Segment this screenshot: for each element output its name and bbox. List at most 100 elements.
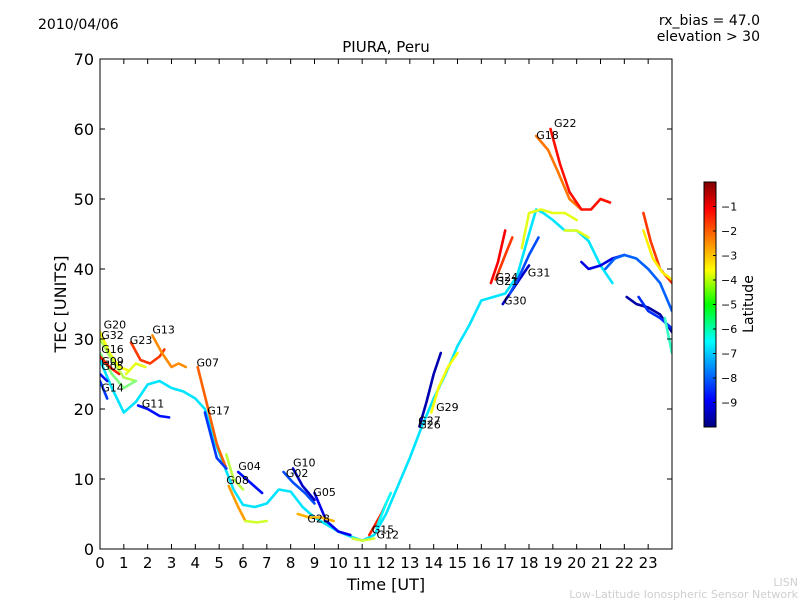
y-tick-label: 10 bbox=[74, 470, 94, 489]
x-axis-label: Time [UT] bbox=[346, 575, 425, 594]
x-tick-label: 6 bbox=[238, 554, 248, 572]
colorbar-tick-label: −5 bbox=[721, 299, 737, 312]
satellite-label: G15 bbox=[372, 524, 395, 537]
series-line-g29 bbox=[430, 351, 459, 414]
colorbar-label: Latitude bbox=[741, 275, 757, 333]
series-line-g24 bbox=[494, 236, 514, 281]
bias-info: rx_bias = 47.0 elevation > 30 bbox=[657, 13, 760, 45]
y-tick-label: 30 bbox=[74, 330, 94, 349]
series-line-main-envelope bbox=[100, 208, 614, 542]
series-line-g21 bbox=[489, 229, 507, 285]
satellite-label: G27 bbox=[418, 414, 441, 427]
elevation-label: elevation > 30 bbox=[656, 29, 760, 45]
satellite-label: G18 bbox=[536, 129, 559, 142]
satellite-label: G22 bbox=[554, 117, 577, 130]
series-line-g04 bbox=[236, 470, 264, 495]
colorbar: −1 −2 −3 −4 −5 −6 −7 −8 −9 Latitude bbox=[703, 181, 757, 428]
satellite-label: G32 bbox=[101, 329, 124, 342]
series-line-g10 bbox=[291, 467, 316, 502]
satellite-label: G28 bbox=[307, 512, 330, 525]
x-axis: 0 1 2 3 4 5 6 7 8 9 10 11 12 13 14 15 16 17 18 19 20 21 22 23 bbox=[95, 59, 658, 572]
satellite-label: G23 bbox=[130, 334, 153, 347]
series-line-tail-e bbox=[642, 229, 672, 281]
y-tick-label: 50 bbox=[74, 190, 94, 209]
x-tick-label: 13 bbox=[400, 554, 419, 572]
plot-frame bbox=[99, 58, 673, 550]
satellite-label: G21 bbox=[496, 275, 519, 288]
x-tick-label: 17 bbox=[496, 554, 515, 572]
x-tick-label: 20 bbox=[567, 554, 586, 572]
x-tick-label: 3 bbox=[167, 554, 177, 572]
x-tick-label: 19 bbox=[543, 554, 562, 572]
y-axis-label: TEC [UNITS] bbox=[51, 256, 70, 354]
series-line-tail-d bbox=[642, 211, 672, 285]
series-line-g28 bbox=[296, 512, 335, 523]
x-tick-label: 9 bbox=[310, 554, 320, 572]
series-line-g22b bbox=[520, 208, 578, 250]
series-line-g32 bbox=[100, 337, 138, 383]
series-line-g13 bbox=[151, 334, 188, 369]
satellite-label: G29 bbox=[436, 401, 459, 414]
series-line-g23b bbox=[124, 362, 147, 376]
series-line-g15 bbox=[351, 537, 376, 542]
series-line-tail-c bbox=[604, 253, 672, 313]
x-tick-label: 21 bbox=[591, 554, 610, 572]
series-line-g22 bbox=[549, 127, 612, 211]
satellite-label: G04 bbox=[238, 460, 261, 473]
satellite-label: G13 bbox=[152, 323, 175, 336]
x-tick-label: 14 bbox=[424, 554, 443, 572]
colorbar-tick-label: −9 bbox=[721, 397, 737, 410]
satellite-label: G26 bbox=[418, 419, 441, 432]
y-tick-label: 20 bbox=[74, 400, 94, 419]
satellite-label: G08 bbox=[226, 474, 249, 487]
satellite-label: G05 bbox=[101, 360, 124, 373]
series-line-g02 bbox=[282, 470, 316, 505]
rx-bias-label: rx_bias = 47.0 bbox=[658, 13, 760, 29]
colorbar-tick-label: −7 bbox=[721, 348, 737, 361]
colorbar-tick-label: −6 bbox=[721, 323, 737, 336]
y-tick-label: 0 bbox=[84, 540, 94, 559]
series-line-g20 bbox=[100, 330, 130, 372]
x-tick-label: 4 bbox=[191, 554, 201, 572]
series-line-g08 bbox=[225, 453, 245, 491]
x-tick-label: 22 bbox=[615, 554, 634, 572]
satellite-label: G30 bbox=[504, 295, 527, 308]
series-line-g17 bbox=[203, 411, 228, 470]
satellite-label: G14 bbox=[101, 382, 124, 395]
series-line-g23 bbox=[129, 341, 166, 365]
series-line-g08b bbox=[227, 484, 247, 523]
x-tick-label: 1 bbox=[119, 554, 129, 572]
x-tick-label: 11 bbox=[353, 554, 372, 572]
series-line-g31 bbox=[508, 236, 540, 295]
series-line-g05 bbox=[313, 491, 352, 537]
colorbar-ticks: −1 −2 −3 −4 −5 −6 −7 −8 −9 bbox=[713, 201, 737, 410]
series-line-tail-a bbox=[563, 229, 590, 239]
satellite-label: G07 bbox=[197, 356, 220, 369]
satellite-label: G02 bbox=[286, 467, 309, 480]
y-axis: 0 10 20 30 40 50 60 70 bbox=[74, 50, 672, 559]
series-line-tail-f bbox=[625, 295, 672, 334]
series-line-g11 bbox=[136, 404, 171, 419]
satellite-label: G09 bbox=[101, 355, 124, 368]
date-label: 2010/04/06 bbox=[38, 17, 119, 33]
series-line-g09 bbox=[100, 355, 121, 376]
satellite-label: G20 bbox=[104, 319, 127, 332]
series-labels: G20G32G16G09G05G14G23G13G11G07G17G04G08G… bbox=[101, 117, 576, 542]
x-tick-label: 18 bbox=[519, 554, 538, 572]
chart-title: PIURA, Peru bbox=[342, 38, 429, 56]
series-line-g04b bbox=[244, 519, 269, 524]
y-tick-label: 60 bbox=[74, 120, 94, 139]
colorbar-tick-label: −1 bbox=[721, 201, 737, 214]
x-tick-label: 7 bbox=[262, 554, 272, 572]
series-line-g07 bbox=[196, 365, 228, 470]
colorbar-tick-label: −3 bbox=[721, 250, 737, 263]
x-tick-label: 5 bbox=[214, 554, 224, 572]
satellite-label: G17 bbox=[207, 405, 230, 418]
x-tick-label: 15 bbox=[448, 554, 467, 572]
y-tick-label: 70 bbox=[74, 50, 94, 69]
footer-long-name: Low-Latitude Ionospheric Sensor Network bbox=[569, 588, 798, 601]
colorbar-tick-label: −4 bbox=[721, 274, 737, 287]
colorbar-tick-label: −2 bbox=[721, 225, 737, 238]
colorbar-tick-label: −8 bbox=[721, 372, 737, 385]
x-tick-label: 2 bbox=[143, 554, 153, 572]
